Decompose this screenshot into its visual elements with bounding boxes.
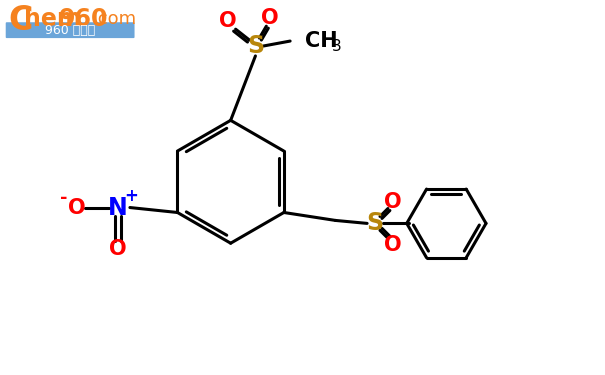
Text: O: O <box>384 235 402 255</box>
Text: S: S <box>247 34 264 58</box>
Text: O: O <box>68 198 85 217</box>
Text: -: - <box>60 189 67 207</box>
Text: O: O <box>219 11 237 31</box>
Text: +: + <box>124 187 138 205</box>
Text: O: O <box>109 239 127 259</box>
Text: C: C <box>8 4 33 37</box>
Text: N: N <box>108 195 128 219</box>
Text: S: S <box>367 211 384 236</box>
Text: 960 化工网: 960 化工网 <box>45 24 95 37</box>
Text: .com: .com <box>92 10 136 28</box>
Text: O: O <box>384 192 402 211</box>
FancyBboxPatch shape <box>5 22 134 38</box>
Text: 3: 3 <box>332 39 341 54</box>
Text: O: O <box>261 8 279 28</box>
Text: 960: 960 <box>59 7 109 31</box>
Text: hem: hem <box>24 7 81 31</box>
Text: CH: CH <box>305 31 338 51</box>
